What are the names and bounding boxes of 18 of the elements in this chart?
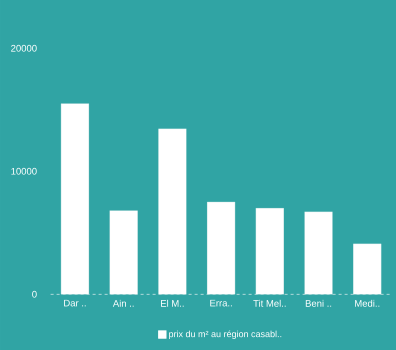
x-tick-label: Erra.. — [210, 300, 232, 306]
bar — [256, 208, 284, 294]
bar — [207, 202, 236, 294]
y-tick-label: 10000 — [11, 168, 37, 175]
bar — [110, 210, 138, 294]
x-tick-label: Dar .. — [64, 300, 86, 306]
x-tick-label: Medi.. — [355, 300, 380, 307]
x-tick-label: Ain .. — [112, 300, 134, 307]
bar — [353, 244, 382, 294]
bar — [158, 128, 186, 294]
y-tick-label: 0 — [32, 290, 37, 298]
legend-label: prix du m² au région casabl.. — [169, 330, 282, 339]
x-tick-label: El M.. — [161, 300, 184, 307]
x-tick-label: Tit Mel.. — [253, 300, 286, 307]
bar — [304, 212, 333, 294]
y-tick-label: 20000 — [11, 44, 37, 52]
bar — [60, 103, 90, 294]
x-tick-label: Beni .. — [306, 300, 332, 307]
